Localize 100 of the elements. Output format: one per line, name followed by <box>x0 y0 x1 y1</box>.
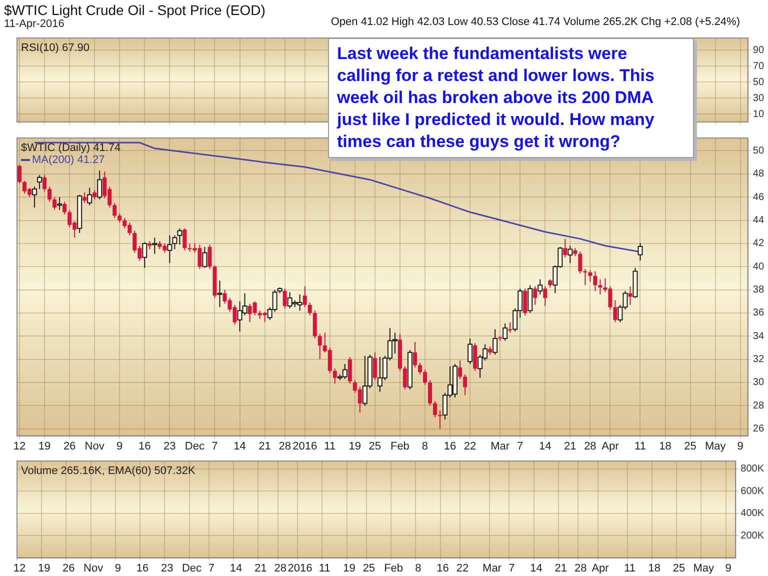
x-tick-label: 16 <box>136 562 149 574</box>
candlestick <box>372 352 377 381</box>
x-tick-label: May <box>693 562 715 574</box>
y-tick-label: 48 <box>752 168 764 180</box>
legend-title: Volume 265.16K, EMA(60) 507.32K <box>21 465 196 478</box>
candlestick <box>458 360 462 380</box>
y-tick-label: 40 <box>752 261 764 272</box>
candlestick <box>523 288 528 316</box>
x-tick-label: 12 <box>13 440 26 452</box>
y-tick-label: 70 <box>752 60 764 72</box>
x-tick-label: 28 <box>584 440 596 452</box>
x-tick-label: 23 <box>164 440 176 452</box>
x-tick-label: 8 <box>422 440 428 452</box>
candlestick <box>593 270 598 292</box>
annotation: Last week the fundamentalists were calling for a retest and lower lows. This week oil has broken above its 200 DMA just like I predicted it would. How many times can these guys get it wrong? <box>328 38 694 158</box>
x-tick-label: 12 <box>13 562 26 574</box>
candlestick <box>308 302 312 316</box>
candlestick <box>418 362 422 375</box>
candlestick <box>112 202 117 218</box>
candlestick <box>533 286 538 306</box>
x-tick-label: 14 <box>234 440 246 452</box>
candlestick <box>613 300 618 323</box>
candlestick <box>543 286 548 307</box>
x-tick-label: 14 <box>539 440 552 452</box>
candlestick <box>348 356 352 384</box>
x-tick-label: 18 <box>648 562 661 574</box>
x-tick-label: Feb <box>390 440 410 452</box>
candlestick <box>62 201 67 215</box>
candlestick <box>422 369 427 386</box>
x-tick-label: 26 <box>63 440 76 452</box>
y-tick-label: 42 <box>752 238 764 250</box>
x-tick-label: 11 <box>624 562 636 574</box>
candlestick <box>302 286 307 308</box>
x-tick-label: Dec <box>182 562 202 574</box>
candlestick <box>208 244 212 270</box>
y-tick-label: 34 <box>752 330 764 342</box>
y-tick-label: 50 <box>752 145 764 156</box>
y-tick-label: 32 <box>752 354 764 366</box>
candlestick <box>598 278 602 295</box>
candlestick <box>182 228 187 251</box>
x-tick-label: 9 <box>737 440 744 452</box>
x-tick-label: Apr <box>592 562 610 574</box>
x-tick-label: 14 <box>230 562 242 574</box>
y-tick-label: 38 <box>752 284 764 296</box>
x-tick-label: 19 <box>343 562 356 574</box>
y-tick-label: 600K <box>740 486 764 497</box>
candlestick <box>282 288 287 309</box>
x-tick-label: 21 <box>254 562 267 574</box>
chart-title: $WTIC Light Crude Oil - Spot Price (EOD) <box>4 2 266 18</box>
y-tick-label: 44 <box>752 215 764 226</box>
text: Open 41.02 High 42.03 Low 40.53 Close 41.74 Volume 265.2K Chg +2.08 (+5.24%) <box>330 16 740 28</box>
x-tick-label: Nov <box>84 440 105 452</box>
candlestick <box>332 368 337 384</box>
x-tick-label: 23 <box>161 562 174 574</box>
x-tick-label: 25 <box>362 562 376 574</box>
x-tick-label: 25 <box>684 440 696 452</box>
x-tick-label: 11 <box>634 440 646 452</box>
x-tick-label: 18 <box>659 440 672 452</box>
x-tick-label: May <box>704 440 726 452</box>
x-tick-label: Mar <box>482 562 502 574</box>
x-tick-label: 9 <box>114 562 121 574</box>
x-tick-label: 28 <box>274 562 286 574</box>
candlestick <box>82 192 87 204</box>
legend-title: $WTIC (Daily) 41.74 <box>21 142 121 154</box>
x-tick-label: 26 <box>62 562 75 574</box>
x-tick-label: 11 <box>324 440 336 452</box>
x-tick-label: 7 <box>212 440 218 452</box>
y-tick-label: 50 <box>752 76 764 88</box>
y-tick-label: 200K <box>740 530 764 542</box>
candlestick <box>42 174 47 192</box>
x-tick-label: 19 <box>348 440 362 452</box>
candlestick <box>588 270 592 282</box>
x-tick-label: 21 <box>258 440 271 452</box>
candlestick <box>578 251 582 274</box>
x-tick-label: 9 <box>116 440 123 452</box>
y-tick-label: 36 <box>752 308 764 319</box>
x-tick-label: 9 <box>725 562 732 574</box>
y-tick-label: 800K <box>740 464 764 475</box>
x-tick-label: 28 <box>278 440 291 452</box>
x-tick-label: 7 <box>208 562 214 574</box>
x-tick-label: 2016 <box>292 440 318 452</box>
y-tick-label: 26 <box>752 424 764 435</box>
x-tick-label: Dec <box>184 440 205 452</box>
y-tick-label: 30 <box>752 377 764 388</box>
candlestick <box>52 196 57 210</box>
y-tick-label: 90 <box>752 44 764 56</box>
x-tick-label: 21 <box>554 562 568 574</box>
candlestick <box>18 164 22 184</box>
x-tick-label: 8 <box>415 562 422 574</box>
x-tick-label: Mar <box>490 440 510 452</box>
x-tick-label: 2016 <box>288 562 312 574</box>
x-tick-label: 11 <box>318 562 330 574</box>
x-tick-label: 16 <box>138 440 151 452</box>
x-tick-label: 16 <box>436 562 449 574</box>
candlestick <box>48 186 52 202</box>
x-tick-label: Nov <box>84 562 104 574</box>
candlestick <box>318 333 322 360</box>
y-tick-label: 46 <box>752 192 764 203</box>
candlestick <box>463 374 468 396</box>
x-tick-label: Apr <box>602 440 620 452</box>
